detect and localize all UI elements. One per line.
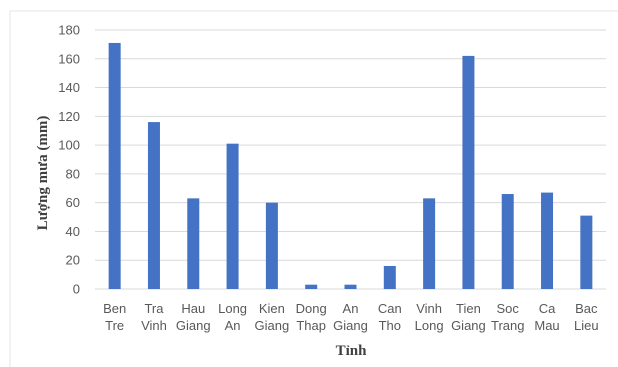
y-tick-label: 100	[58, 138, 80, 153]
bar	[423, 198, 436, 289]
bar	[108, 42, 121, 290]
x-tick-label: Dong Thap	[296, 301, 327, 333]
y-tick-label: 20	[66, 253, 80, 268]
bar	[265, 202, 278, 289]
y-tick-label: 0	[73, 282, 80, 297]
bar	[344, 284, 357, 289]
bar	[580, 215, 593, 289]
gridlines	[95, 29, 606, 290]
x-tick-label: Kien Giang	[255, 301, 290, 333]
y-tick-label: 160	[58, 51, 80, 66]
x-tick-label: Vinh Long	[415, 301, 444, 333]
x-tick-label: Soc Trang	[491, 301, 524, 333]
bar	[187, 198, 200, 289]
x-tick-label: Hau Giang	[176, 301, 211, 333]
y-tick-label: 140	[58, 80, 80, 95]
bar	[383, 265, 396, 289]
x-tick-label: Ca Mau	[534, 301, 559, 333]
y-tick-label: 180	[58, 23, 80, 38]
x-tick-label: An Giang	[333, 301, 368, 333]
bar	[541, 192, 554, 289]
x-tick-label: Ben Tre	[103, 301, 126, 333]
y-axis-title: Lượng mưa (mm)	[35, 116, 51, 231]
bar	[226, 143, 239, 289]
y-tick-label: 60	[66, 195, 80, 210]
x-tick-label: Bac Lieu	[574, 301, 599, 333]
bar	[147, 122, 160, 289]
bar	[305, 284, 318, 289]
x-tick-label: Tien Giang	[451, 301, 486, 333]
bar	[462, 55, 475, 290]
x-tick-label: Can Tho	[378, 301, 402, 333]
x-axis-title: Tỉnh	[336, 343, 368, 359]
y-tick-label: 80	[66, 166, 80, 181]
x-tick-label: Tra Vinh	[141, 301, 167, 333]
y-tick-label: 40	[66, 224, 80, 239]
bars	[108, 42, 593, 290]
y-tick-labels: 0 20 40 60 80 100 120 140 160 180	[58, 23, 80, 297]
y-tick-label: 120	[58, 109, 80, 124]
bar	[501, 194, 514, 289]
x-tick-label: Long An	[218, 301, 247, 333]
